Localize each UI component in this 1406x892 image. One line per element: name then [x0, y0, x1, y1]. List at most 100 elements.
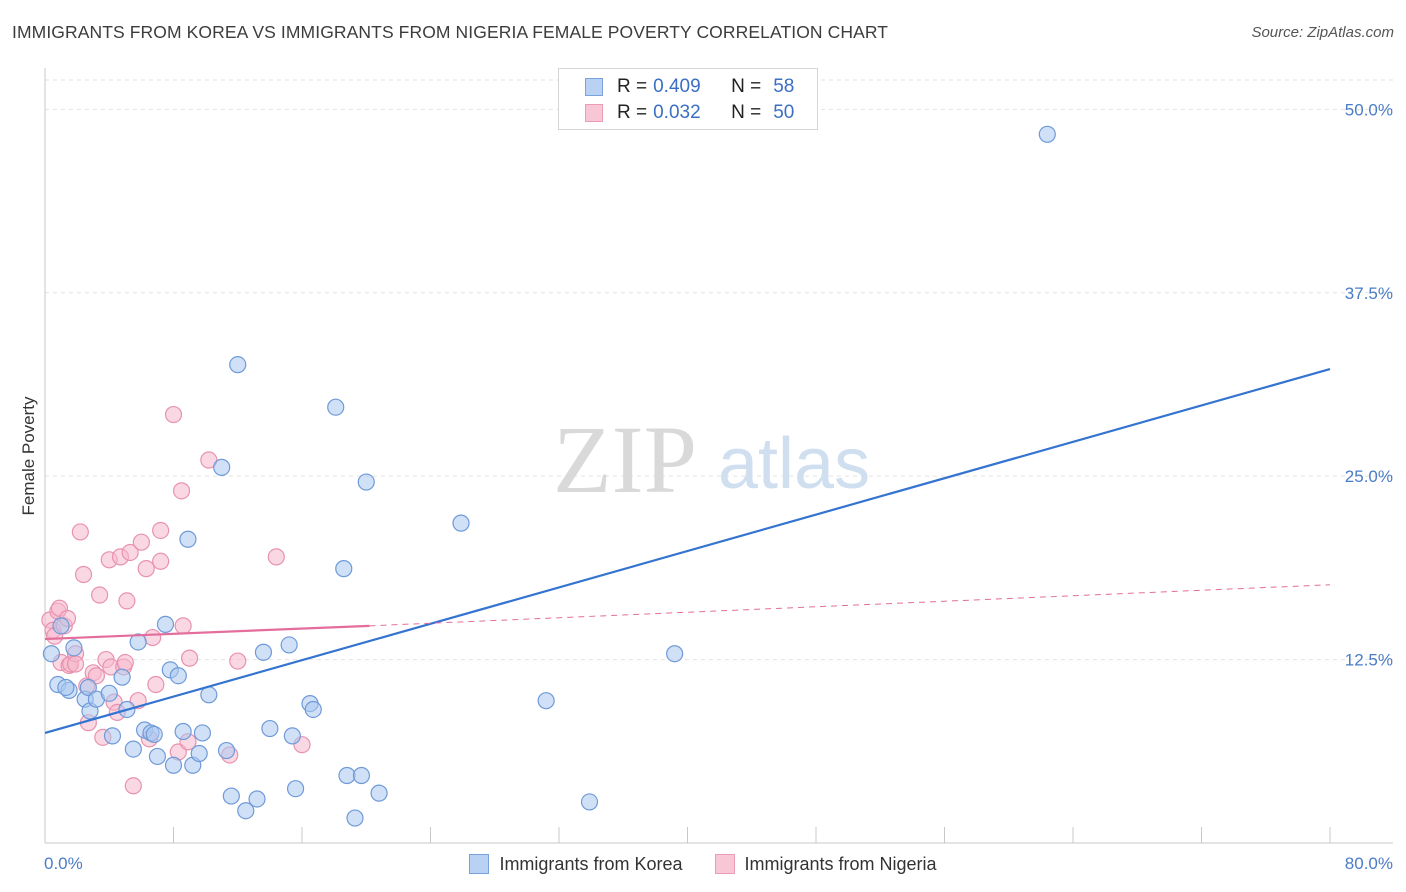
series-legend-nigeria[interactable]: Immigrants from Nigeria [714, 853, 937, 875]
korea-point [338, 766, 356, 785]
korea-point [190, 744, 208, 763]
korea-point [580, 793, 599, 811]
y-tick-label: 50.0% [1345, 100, 1393, 119]
korea-point [1038, 125, 1056, 143]
nigeria-point [91, 586, 109, 604]
korea-point [103, 727, 122, 745]
nigeria-trendline [44, 624, 370, 641]
korea-point [370, 784, 388, 802]
korea-point [164, 756, 183, 774]
nigeria-point [124, 777, 142, 795]
korea-point [286, 780, 305, 798]
nigeria-point [116, 653, 134, 672]
korea-trendline [44, 368, 1331, 735]
nigeria-point [118, 592, 136, 610]
korea-point [248, 790, 266, 808]
korea-point [452, 514, 470, 532]
series-swatch-korea [469, 854, 490, 874]
legend-n-label: N = [731, 76, 762, 97]
y-tick-label: 12.5% [1345, 651, 1393, 670]
korea-point [42, 645, 61, 663]
korea-point [357, 473, 375, 491]
legend-row-nigeria: R = 0.032 N = 50 [585, 101, 794, 125]
korea-point [237, 802, 255, 820]
nigeria-point [152, 552, 170, 570]
korea-point [179, 530, 197, 548]
legend-swatch-korea [585, 78, 603, 96]
nigeria-point [87, 667, 106, 685]
watermark-atlas: atlas [718, 424, 870, 504]
nigeria-point [200, 451, 218, 469]
watermark-zip: ZIP [553, 406, 697, 513]
korea-point [148, 747, 167, 766]
korea-point [327, 398, 345, 416]
series-label-nigeria: Immigrants from Nigeria [744, 853, 937, 874]
korea-point [217, 741, 236, 760]
nigeria-trendline-extension [369, 584, 1331, 627]
korea-point [65, 639, 83, 657]
nigeria-point [132, 533, 150, 551]
korea-point [174, 722, 192, 741]
korea-point [79, 678, 97, 697]
korea-series [42, 125, 1056, 827]
x-tick-label-min: 0.0% [44, 854, 83, 873]
legend-r-value-nigeria: 0.032 [653, 102, 701, 123]
legend-row-korea: R = 0.409 N = 58 [585, 75, 794, 99]
legend-n-label: N = [731, 102, 762, 123]
y-tick-label: 25.0% [1345, 467, 1393, 486]
y-tick-labels: 12.5% 25.0% 37.5% 50.0% [1345, 100, 1393, 669]
korea-point [129, 633, 147, 651]
gridlines [45, 79, 1393, 661]
korea-point [335, 560, 353, 578]
korea-point [169, 667, 187, 685]
korea-point [222, 787, 240, 805]
series-legend-korea[interactable]: Immigrants from Korea [469, 853, 683, 875]
nigeria-point [66, 655, 85, 673]
korea-point [261, 719, 279, 738]
series-label-korea: Immigrants from Korea [499, 853, 683, 874]
nigeria-point [174, 617, 192, 635]
y-axis-title: Female Poverty [19, 396, 38, 516]
korea-point [283, 727, 301, 745]
korea-point [254, 643, 273, 661]
korea-point [52, 617, 70, 635]
nigeria-point [147, 675, 165, 694]
legend-n-value-nigeria: 50 [773, 102, 795, 123]
legend-r-value-korea: 0.409 [653, 76, 701, 97]
nigeria-point [164, 405, 183, 424]
series-swatch-nigeria [714, 854, 735, 874]
x-tick-label-max: 80.0% [1345, 854, 1393, 873]
nigeria-point [152, 521, 170, 540]
chart-title: IMMIGRANTS FROM KOREA VS IMMIGRANTS FROM… [12, 22, 889, 42]
korea-point [156, 615, 175, 633]
nigeria-point [229, 652, 247, 670]
nigeria-point [137, 560, 155, 578]
legend-n-value-korea: 58 [773, 76, 795, 97]
source-label: Source: ZipAtlas.com [1251, 24, 1394, 41]
korea-point [213, 458, 231, 476]
nigeria-point [71, 523, 89, 541]
series-legend: Immigrants from Korea Immigrants from Ni… [0, 852, 1406, 876]
korea-point [193, 724, 212, 742]
korea-point [57, 678, 75, 697]
nigeria-point [180, 649, 199, 667]
nigeria-point [267, 548, 285, 566]
korea-point [346, 809, 364, 827]
korea-point [124, 740, 142, 758]
korea-point [280, 636, 298, 654]
trendlines [44, 368, 1331, 735]
nigeria-point [74, 565, 93, 584]
legend-r-label: R = [617, 76, 648, 97]
y-tick-label: 37.5% [1345, 284, 1393, 303]
korea-point [666, 645, 684, 663]
korea-point [100, 684, 118, 702]
nigeria-point [121, 543, 139, 562]
korea-point [352, 766, 371, 785]
legend-swatch-nigeria [585, 104, 603, 122]
nigeria-point [172, 482, 191, 500]
legend: R = 0.409 N = 58 R = 0.032 N = 50 [558, 68, 818, 130]
korea-point [113, 668, 131, 686]
watermark: ZIP atlas [553, 406, 870, 513]
legend-r-label: R = [617, 102, 648, 123]
